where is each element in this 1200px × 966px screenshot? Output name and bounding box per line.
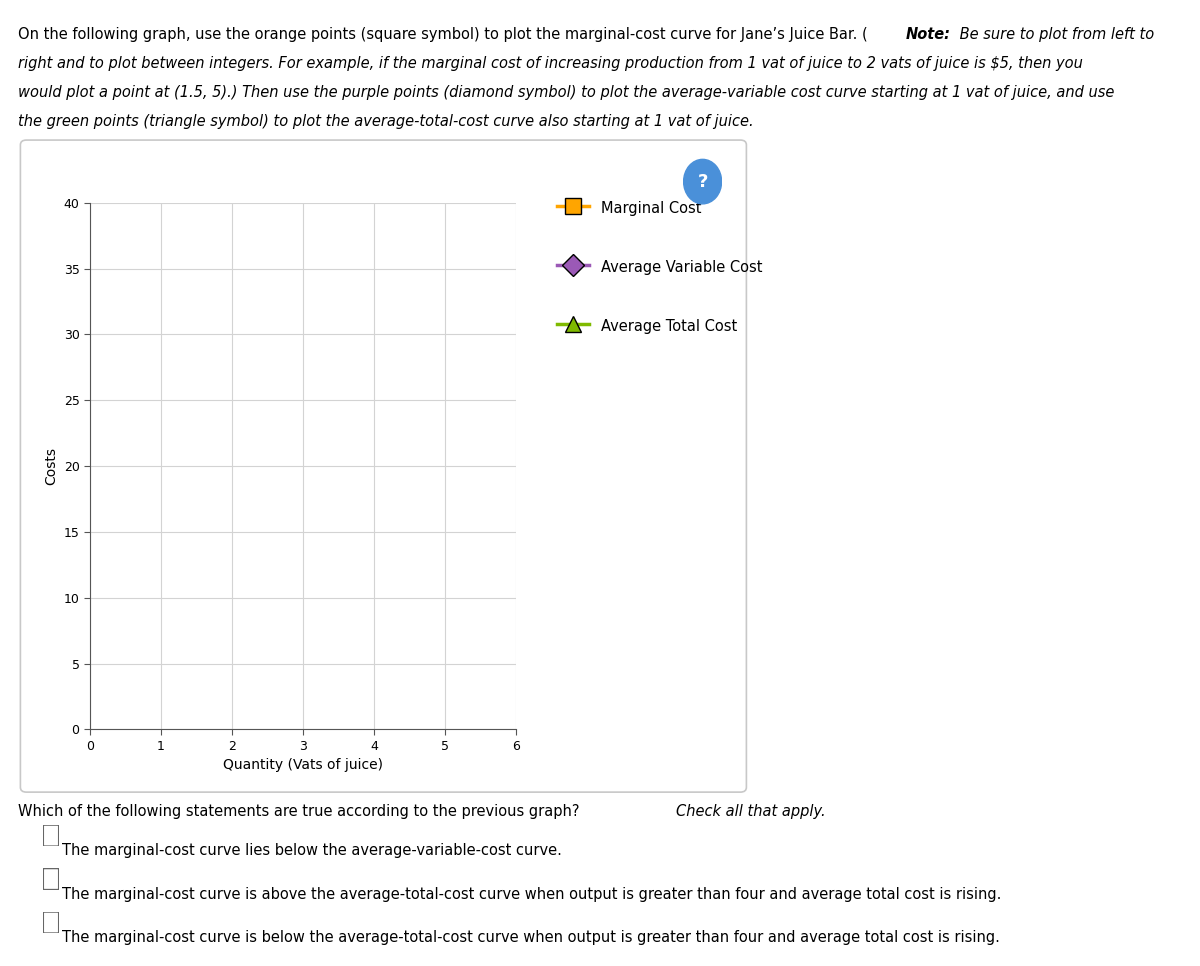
Text: Note:: Note: [906,27,952,43]
FancyBboxPatch shape [43,868,59,890]
Text: right and to plot between integers. For example, if the marginal cost of increas: right and to plot between integers. For … [18,56,1082,71]
Text: the green points (triangle symbol) to plot the average-total-cost curve also sta: the green points (triangle symbol) to pl… [18,114,754,129]
FancyBboxPatch shape [43,912,59,933]
Text: would plot a point at (1.5, 5).) Then use the purple points (diamond symbol) to : would plot a point at (1.5, 5).) Then us… [18,85,1115,100]
X-axis label: Quantity (Vats of juice): Quantity (Vats of juice) [223,758,383,772]
FancyBboxPatch shape [43,825,59,846]
Text: ?: ? [697,173,708,190]
Text: The marginal-cost curve lies below the average-variable-cost curve.: The marginal-cost curve lies below the a… [62,843,563,859]
Text: The marginal-cost curve is below the average-total-cost curve when output is gre: The marginal-cost curve is below the ave… [62,930,1001,946]
Y-axis label: Costs: Costs [44,447,58,485]
Legend: Marginal Cost, Average Variable Cost, Average Total Cost: Marginal Cost, Average Variable Cost, Av… [557,200,763,334]
Text: Check all that apply.: Check all that apply. [676,804,826,819]
Text: On the following graph, use the orange points (square symbol) to plot the margin: On the following graph, use the orange p… [18,27,868,43]
Text: The marginal-cost curve is above the average-total-cost curve when output is gre: The marginal-cost curve is above the ave… [62,887,1002,902]
Text: Which of the following statements are true according to the previous graph?: Which of the following statements are tr… [18,804,584,819]
Circle shape [684,159,721,204]
Text: Be sure to plot from left to: Be sure to plot from left to [955,27,1154,43]
